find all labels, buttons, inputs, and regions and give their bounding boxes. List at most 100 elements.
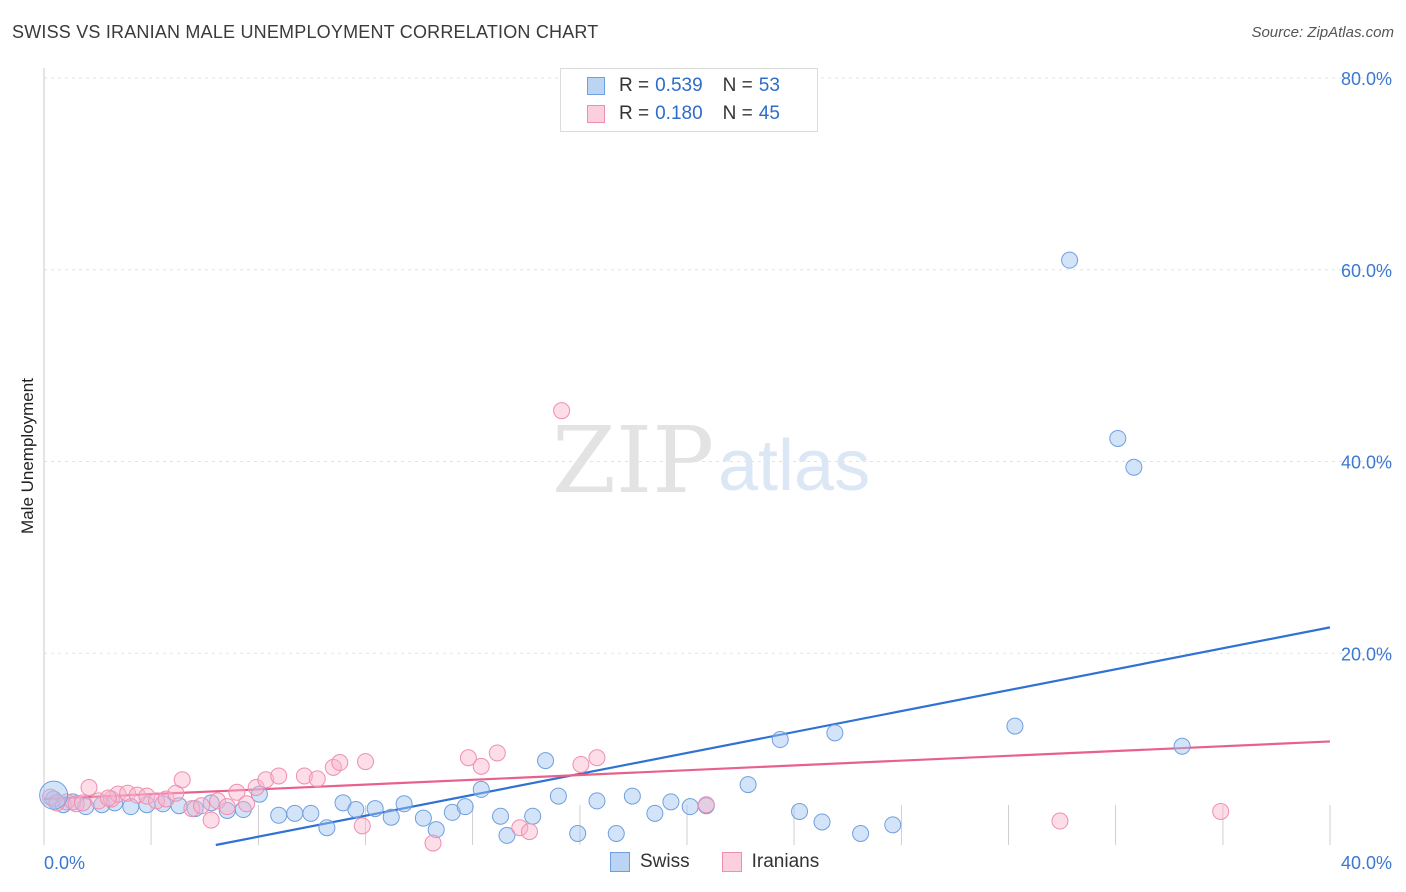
x-tick-label: 0.0% xyxy=(44,853,85,873)
swiss-point xyxy=(318,819,336,837)
legend-label-swiss: Swiss xyxy=(640,851,690,872)
iranians-point xyxy=(353,817,371,835)
iranians-point xyxy=(80,778,98,796)
swiss-point xyxy=(286,804,304,822)
iranians-point xyxy=(572,755,590,773)
iranians-point xyxy=(138,787,156,805)
n-label: N = xyxy=(722,75,753,96)
swiss-point xyxy=(234,801,252,819)
swiss-point xyxy=(395,795,413,813)
iranians-point xyxy=(193,797,211,815)
swiss-point xyxy=(681,798,699,816)
iranians-point xyxy=(488,744,506,762)
iranians-point xyxy=(295,767,313,785)
y-tick-label: 20.0% xyxy=(1341,644,1392,664)
n-value-swiss: 53 xyxy=(758,75,780,96)
swiss-point xyxy=(39,780,69,810)
swiss-point xyxy=(1125,458,1143,476)
watermark-zip: ZIP xyxy=(552,407,714,514)
iranians-swatch xyxy=(587,105,605,123)
legend-row-iranians: R = 0.180 N = 45 xyxy=(587,102,780,126)
n-value-iranians: 45 xyxy=(758,103,780,124)
iranians-swatch xyxy=(721,852,742,872)
watermark-atlas: atlas xyxy=(718,426,870,506)
swiss-point xyxy=(537,752,555,770)
iranians-point xyxy=(270,767,288,785)
swiss-point xyxy=(492,807,510,825)
swiss-point xyxy=(569,824,587,842)
legend-item-swiss: Swiss xyxy=(610,851,690,873)
swiss-point xyxy=(771,731,789,749)
r-label: R = xyxy=(619,75,650,96)
r-label: R = xyxy=(619,103,650,124)
swiss-point xyxy=(884,816,902,834)
iranians-point xyxy=(257,771,275,789)
legend-item-iranians: Iranians xyxy=(721,851,820,873)
swiss-point xyxy=(1109,429,1127,447)
y-tick-label: 60.0% xyxy=(1341,261,1392,281)
iranians-point xyxy=(99,789,117,807)
iranians-point xyxy=(173,771,191,789)
y-axis-label: Male Unemployment xyxy=(18,378,37,534)
swiss-point xyxy=(414,809,432,827)
swiss-swatch xyxy=(610,852,630,872)
r-value-swiss: 0.539 xyxy=(655,75,703,96)
legend-row-swiss: R = 0.539 N = 53 xyxy=(587,74,780,98)
iranians-trend-line xyxy=(43,740,1331,801)
r-value-iranians: 0.180 xyxy=(655,103,703,124)
legend-label-iranians: Iranians xyxy=(751,851,820,872)
swiss-point xyxy=(791,802,809,820)
series-legend: Swiss Iranians xyxy=(610,851,851,873)
swiss-point xyxy=(202,794,220,812)
iranians-point xyxy=(588,749,606,767)
iranians-point xyxy=(67,795,85,813)
swiss-point xyxy=(302,804,320,822)
swiss-point xyxy=(549,787,567,805)
iranians-point xyxy=(424,834,442,852)
swiss-point xyxy=(472,780,490,798)
swiss-point xyxy=(524,807,542,825)
data-points xyxy=(39,251,1230,852)
iranians-point xyxy=(218,798,236,816)
iranians-point xyxy=(697,796,715,814)
grid-lines xyxy=(44,77,1392,654)
iranians-point xyxy=(553,402,571,420)
y-tick-label: 80.0% xyxy=(1341,69,1392,89)
iranians-point xyxy=(357,753,374,771)
iranians-point xyxy=(228,783,246,801)
iranians-point xyxy=(238,795,256,813)
iranians-point xyxy=(459,749,477,767)
iranians-point xyxy=(183,800,201,818)
axes xyxy=(43,68,1331,845)
swiss-point xyxy=(813,813,831,831)
iranians-point xyxy=(331,754,349,772)
iranians-point xyxy=(202,811,220,829)
swiss-point xyxy=(1061,251,1079,269)
iranians-point xyxy=(209,792,227,810)
iranians-point xyxy=(472,757,490,775)
n-label: N = xyxy=(722,103,753,124)
swiss-point xyxy=(1006,717,1024,735)
iranians-point xyxy=(520,823,538,841)
swiss-swatch xyxy=(587,77,605,95)
iranians-point xyxy=(1051,812,1069,830)
swiss-point xyxy=(739,776,757,794)
x-tick-label: 40.0% xyxy=(1341,853,1392,873)
iranians-point xyxy=(1212,802,1230,820)
swiss-point xyxy=(646,804,664,822)
swiss-point xyxy=(382,808,400,826)
swiss-point xyxy=(662,793,680,811)
swiss-point xyxy=(456,798,474,816)
swiss-point xyxy=(498,826,516,844)
swiss-point xyxy=(826,724,844,742)
swiss-point xyxy=(607,824,625,842)
y-tick-label: 40.0% xyxy=(1341,453,1392,473)
swiss-point xyxy=(1173,737,1191,755)
swiss-point xyxy=(588,792,606,810)
iranians-point xyxy=(308,770,326,788)
correlation-legend: R = 0.539 N = 53 R = 0.180 N = 45 xyxy=(560,68,818,132)
chart-title: SWISS VS IRANIAN MALE UNEMPLOYMENT CORRE… xyxy=(12,22,599,42)
swiss-point xyxy=(623,787,641,805)
iranians-point xyxy=(157,790,175,808)
